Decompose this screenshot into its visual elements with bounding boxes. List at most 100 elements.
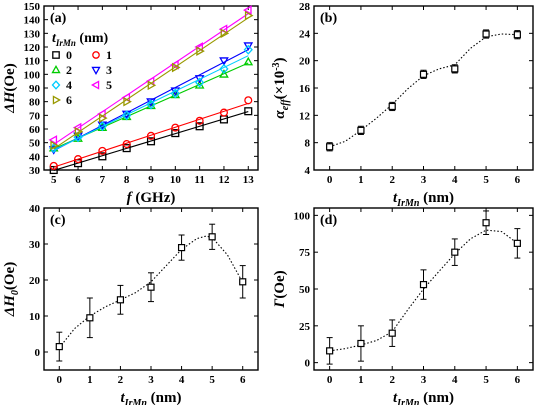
legend-label: 2 [66,63,72,77]
y-axis-unit: (Oe) [272,270,288,298]
fit-line [53,111,249,171]
x-tick-label: 8 [124,174,130,186]
data-point [123,96,132,107]
x-tick-label: 5 [483,374,489,386]
x-axis-unit: (nm) [419,190,454,206]
data-point-group [177,234,186,261]
data-point-group [513,30,521,40]
legend-title-unit: (nm) [76,31,109,46]
legend-entry-6: 6 [52,93,72,107]
data-point [50,140,59,151]
legend-marker [91,66,101,76]
y-axis-unit: (Oe) [2,262,18,290]
x-tick-label: 0 [327,374,333,386]
legend-marker [51,80,61,90]
panel-label: (a) [50,11,67,26]
data-point [48,135,58,145]
y-axis-unit: (Oe) [2,63,18,91]
data-point [177,244,186,252]
data-point [98,113,108,123]
x-tick-label: 1 [358,374,364,386]
y-tick-label: 0 [305,358,311,370]
y-tick-label: 50 [299,284,311,296]
series-4 [49,44,253,154]
y-tick-label: 28 [299,1,311,13]
data-point [97,121,107,132]
y-tick-label: 4 [305,165,311,177]
legend-marker [52,95,62,105]
x-tick-label: 2 [118,374,124,386]
y-tick-label: 12 [299,110,311,122]
data-point-group [451,238,459,266]
x-axis-unit: (GHz) [132,190,176,206]
data-point [451,65,459,73]
y-tick-label: 8 [305,138,311,150]
y-axis-superscript: -3 [271,62,282,70]
y-tick-label: 90 [29,83,41,95]
data-point [98,152,107,161]
x-tick-label: 3 [421,174,427,186]
legend-entry-0: 0 [52,48,72,62]
data-point-group [239,265,247,299]
x-tick-label: 0 [327,174,333,186]
data-point [419,70,428,78]
legend-marker [92,51,100,59]
x-axis-label: f (GHz) [127,190,176,206]
legend-title: tIrMn (nm) [52,31,109,48]
chart-panel-d: 0 1 2 3 4 5 6 0 25 50 75 100 (d) tIrMn (nm) Γ(Oe) [272,207,534,405]
legend-marker [52,51,60,59]
y-axis-label: ΔH(Oe) [2,63,18,113]
panel-label: (b) [320,11,337,26]
data-point [326,143,334,151]
y-tick-label: 40 [29,203,41,215]
legend-entry-2: 2 [51,63,72,77]
x-tick-label: 13 [243,174,255,186]
y-tick-label: 130 [24,28,41,40]
y-tick-label: 50 [29,138,41,150]
y-axis-label: Γ(Oe) [272,270,288,308]
legend: tIrMn (nm)0 12 34 56 [51,31,112,107]
x-tick-label: 7 [100,174,106,186]
y-axis-symbol: ΔH [2,294,18,317]
data-point [147,283,155,291]
data-point [388,102,396,111]
data-point-group [451,64,459,74]
x-tick-label: 5 [51,174,57,186]
data-point [239,278,247,286]
x-axis-subscript: IrMn [396,198,420,209]
y-tick-label: 40 [29,151,41,163]
data-point [419,280,428,289]
series-1 [49,96,253,170]
x-tick-label: 4 [179,374,185,386]
data-point [326,347,334,355]
data-point-group [147,272,155,303]
data-point [243,5,252,15]
data-point [219,57,229,66]
x-tick-label: 6 [515,374,521,386]
data-point [98,146,107,155]
data-point [122,139,131,149]
y-tick-label: 70 [29,110,41,122]
data-point-group [482,29,490,39]
x-tick-label: 2 [389,174,395,186]
data-point [86,314,94,322]
data-point [171,62,181,73]
data-point [513,239,521,247]
data-point-group [482,210,490,236]
data-point [219,108,229,117]
data-point [146,137,156,146]
data-point [195,116,204,125]
data-point [243,56,254,66]
legend-label: 0 [66,48,72,62]
x-tick-label: 0 [57,374,63,386]
x-tick-label: 10 [170,174,182,186]
legend-entry-1: 1 [92,48,112,62]
x-axis-symbol: t [393,390,398,405]
y-axis-label: ΔH0(Oe) [2,262,21,317]
x-axis-subscript: IrMn [124,398,148,405]
data-point [243,42,254,51]
legend-label: 6 [66,93,72,107]
x-axis-label: tIrMn (nm) [393,190,454,209]
data-point [196,46,205,56]
